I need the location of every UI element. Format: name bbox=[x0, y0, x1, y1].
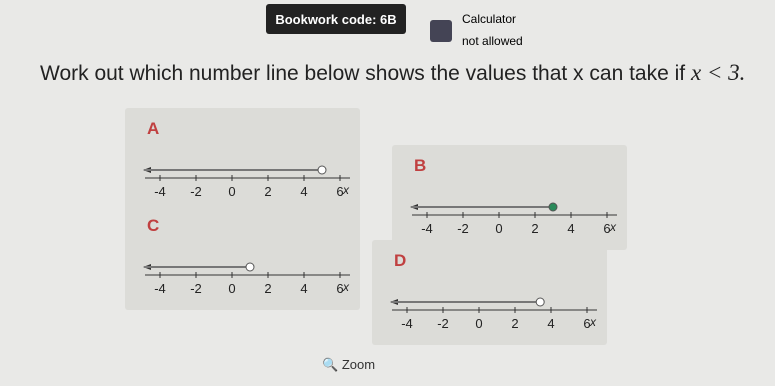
tick-label: -2 bbox=[457, 221, 469, 236]
option-0[interactable]: A -4 -2 0 2 4 6 x bbox=[125, 108, 360, 213]
tick-label: 4 bbox=[300, 184, 307, 199]
option-panel bbox=[372, 240, 607, 345]
option-letter: C bbox=[147, 216, 159, 235]
zoom-button[interactable]: 🔍 Zoom bbox=[322, 357, 376, 372]
tick-label: -2 bbox=[190, 184, 202, 199]
tick-label: 4 bbox=[300, 281, 307, 296]
tick-label: 2 bbox=[531, 221, 538, 236]
tick-label: 2 bbox=[264, 184, 271, 199]
bookwork-code: Bookwork code: 6B bbox=[266, 4, 406, 34]
option-2[interactable]: C -4 -2 0 2 4 6 x bbox=[125, 205, 360, 310]
option-letter: A bbox=[147, 119, 159, 138]
endpoint bbox=[548, 202, 558, 212]
option-panel bbox=[125, 108, 360, 213]
option-panel bbox=[392, 145, 627, 250]
question-text: Work out which number line below shows t… bbox=[40, 62, 686, 85]
tick-label: 4 bbox=[547, 316, 554, 331]
tick-label: 6 bbox=[336, 184, 343, 199]
inequality: x < 3. bbox=[690, 60, 746, 85]
calculator-icon bbox=[430, 20, 452, 42]
tick-label: 6 bbox=[583, 316, 590, 331]
tick-label: -4 bbox=[421, 221, 433, 236]
calculator-title: Calculator bbox=[462, 12, 517, 26]
option-3[interactable]: D -4 -2 0 2 4 6 x bbox=[372, 240, 607, 345]
calculator-status: not allowed bbox=[462, 34, 523, 48]
tick-label: -2 bbox=[437, 316, 449, 331]
tick-label: 0 bbox=[228, 281, 235, 296]
zoom-label: Zoom bbox=[341, 357, 376, 372]
axis-variable: x bbox=[609, 220, 617, 234]
option-letter: D bbox=[394, 251, 406, 270]
tick-label: -4 bbox=[154, 184, 166, 199]
tick-label: -4 bbox=[401, 316, 413, 331]
question: Work out which number line below shows t… bbox=[40, 60, 745, 86]
tick-label: -4 bbox=[154, 281, 166, 296]
axis-variable: x bbox=[589, 315, 597, 329]
endpoint bbox=[245, 262, 255, 272]
axis-variable: x bbox=[342, 280, 350, 294]
tick-label: 6 bbox=[603, 221, 610, 236]
tick-label: 0 bbox=[228, 184, 235, 199]
endpoint bbox=[535, 297, 545, 307]
tick-label: 0 bbox=[495, 221, 502, 236]
option-letter: B bbox=[414, 156, 426, 175]
tick-label: 4 bbox=[567, 221, 574, 236]
option-1[interactable]: B -4 -2 0 2 4 6 x bbox=[392, 145, 627, 250]
tick-label: 0 bbox=[475, 316, 482, 331]
axis-variable: x bbox=[342, 183, 350, 197]
tick-label: 6 bbox=[336, 281, 343, 296]
tick-label: 2 bbox=[511, 316, 518, 331]
tick-label: 2 bbox=[264, 281, 271, 296]
tick-label: -2 bbox=[190, 281, 202, 296]
option-panel bbox=[125, 205, 360, 310]
endpoint bbox=[317, 165, 327, 175]
